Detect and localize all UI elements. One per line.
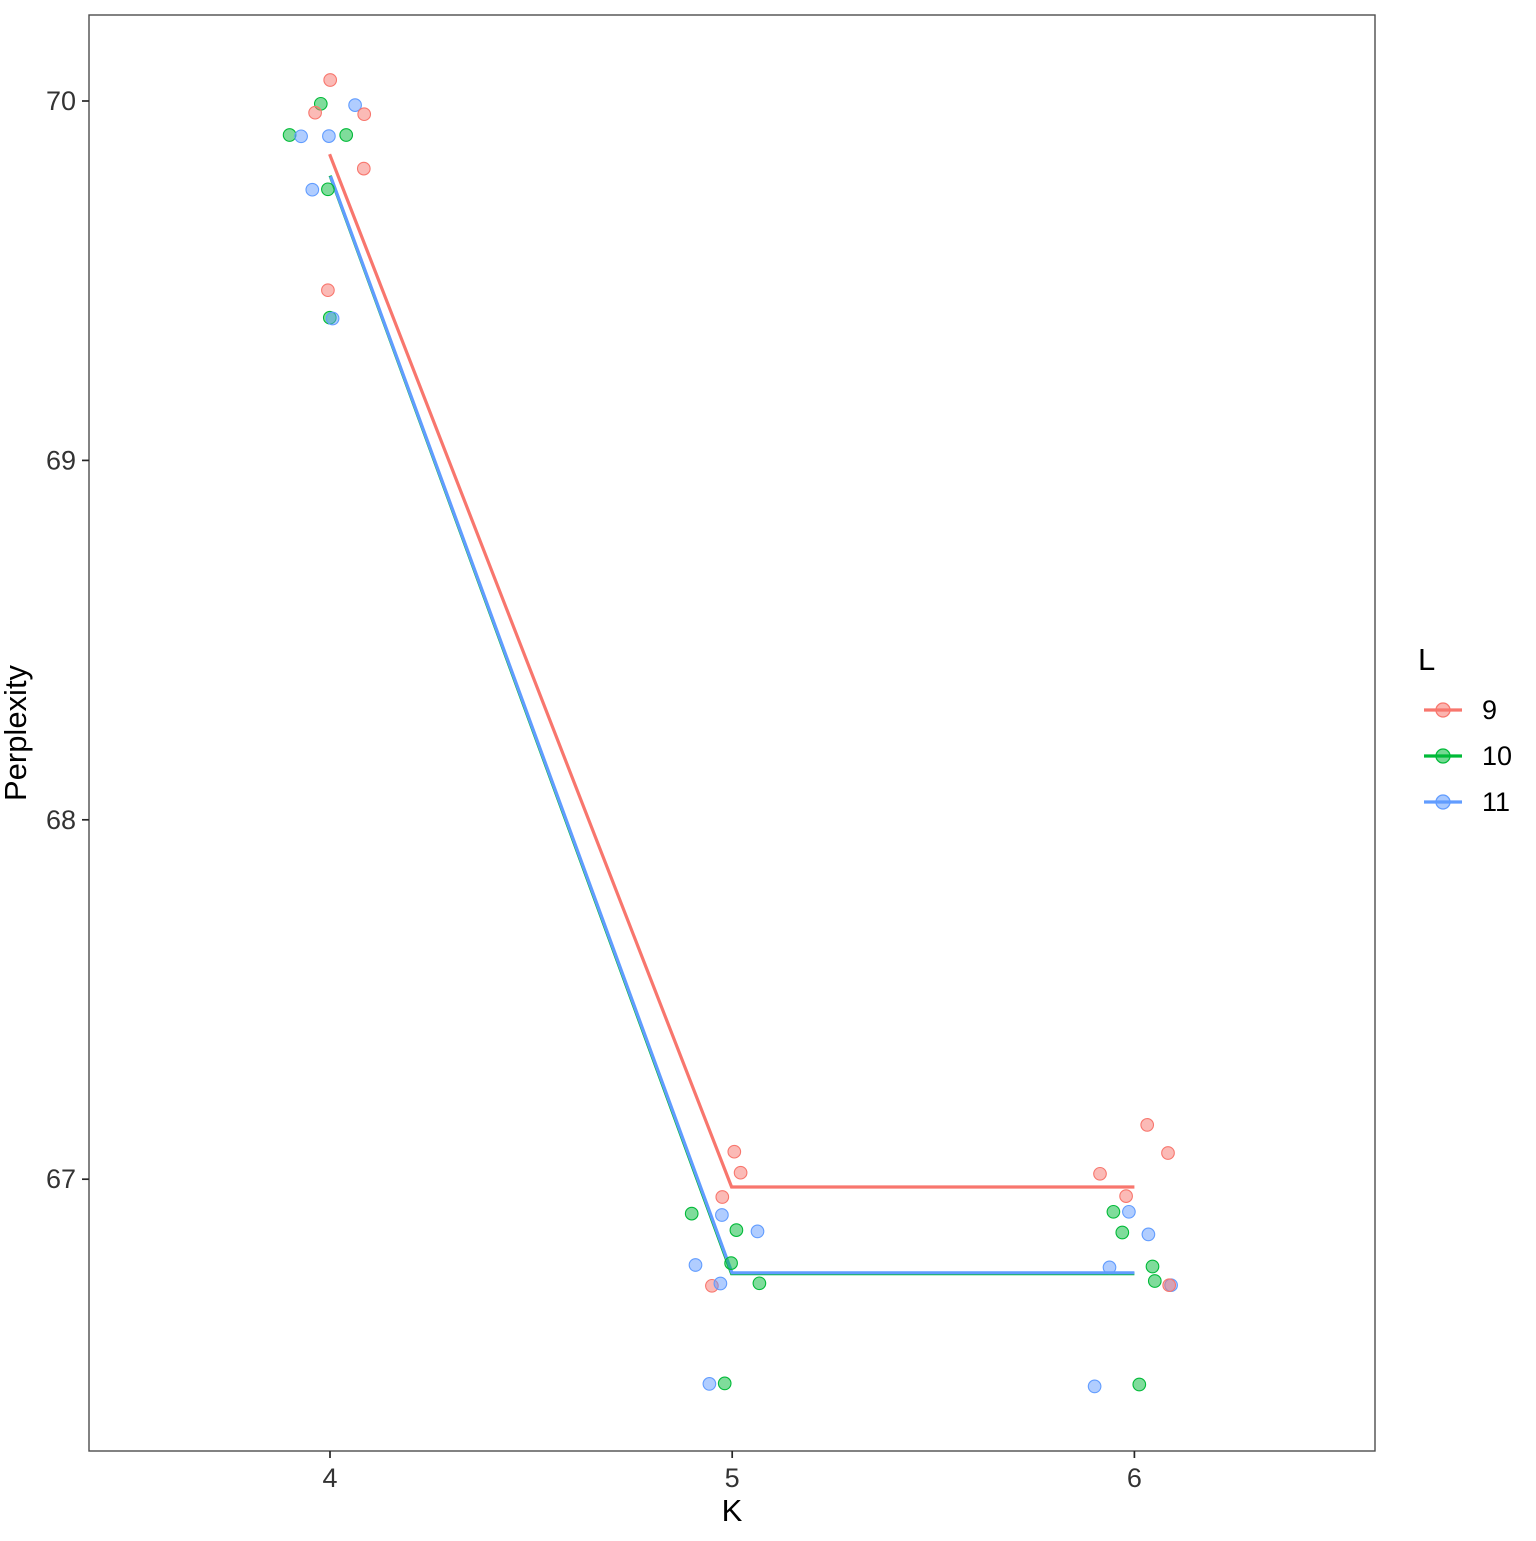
- svg-text:5: 5: [725, 1463, 740, 1493]
- svg-text:4: 4: [322, 1463, 337, 1493]
- svg-text:11: 11: [1482, 787, 1510, 817]
- svg-text:70: 70: [46, 86, 76, 116]
- svg-text:Perplexity: Perplexity: [0, 664, 33, 801]
- svg-text:69: 69: [46, 445, 76, 475]
- svg-text:9: 9: [1482, 695, 1497, 725]
- svg-text:6: 6: [1127, 1463, 1142, 1493]
- svg-text:K: K: [722, 1493, 743, 1528]
- svg-text:68: 68: [46, 805, 76, 835]
- svg-text:67: 67: [46, 1164, 76, 1194]
- svg-text:10: 10: [1482, 741, 1512, 771]
- svg-text:L: L: [1418, 642, 1435, 677]
